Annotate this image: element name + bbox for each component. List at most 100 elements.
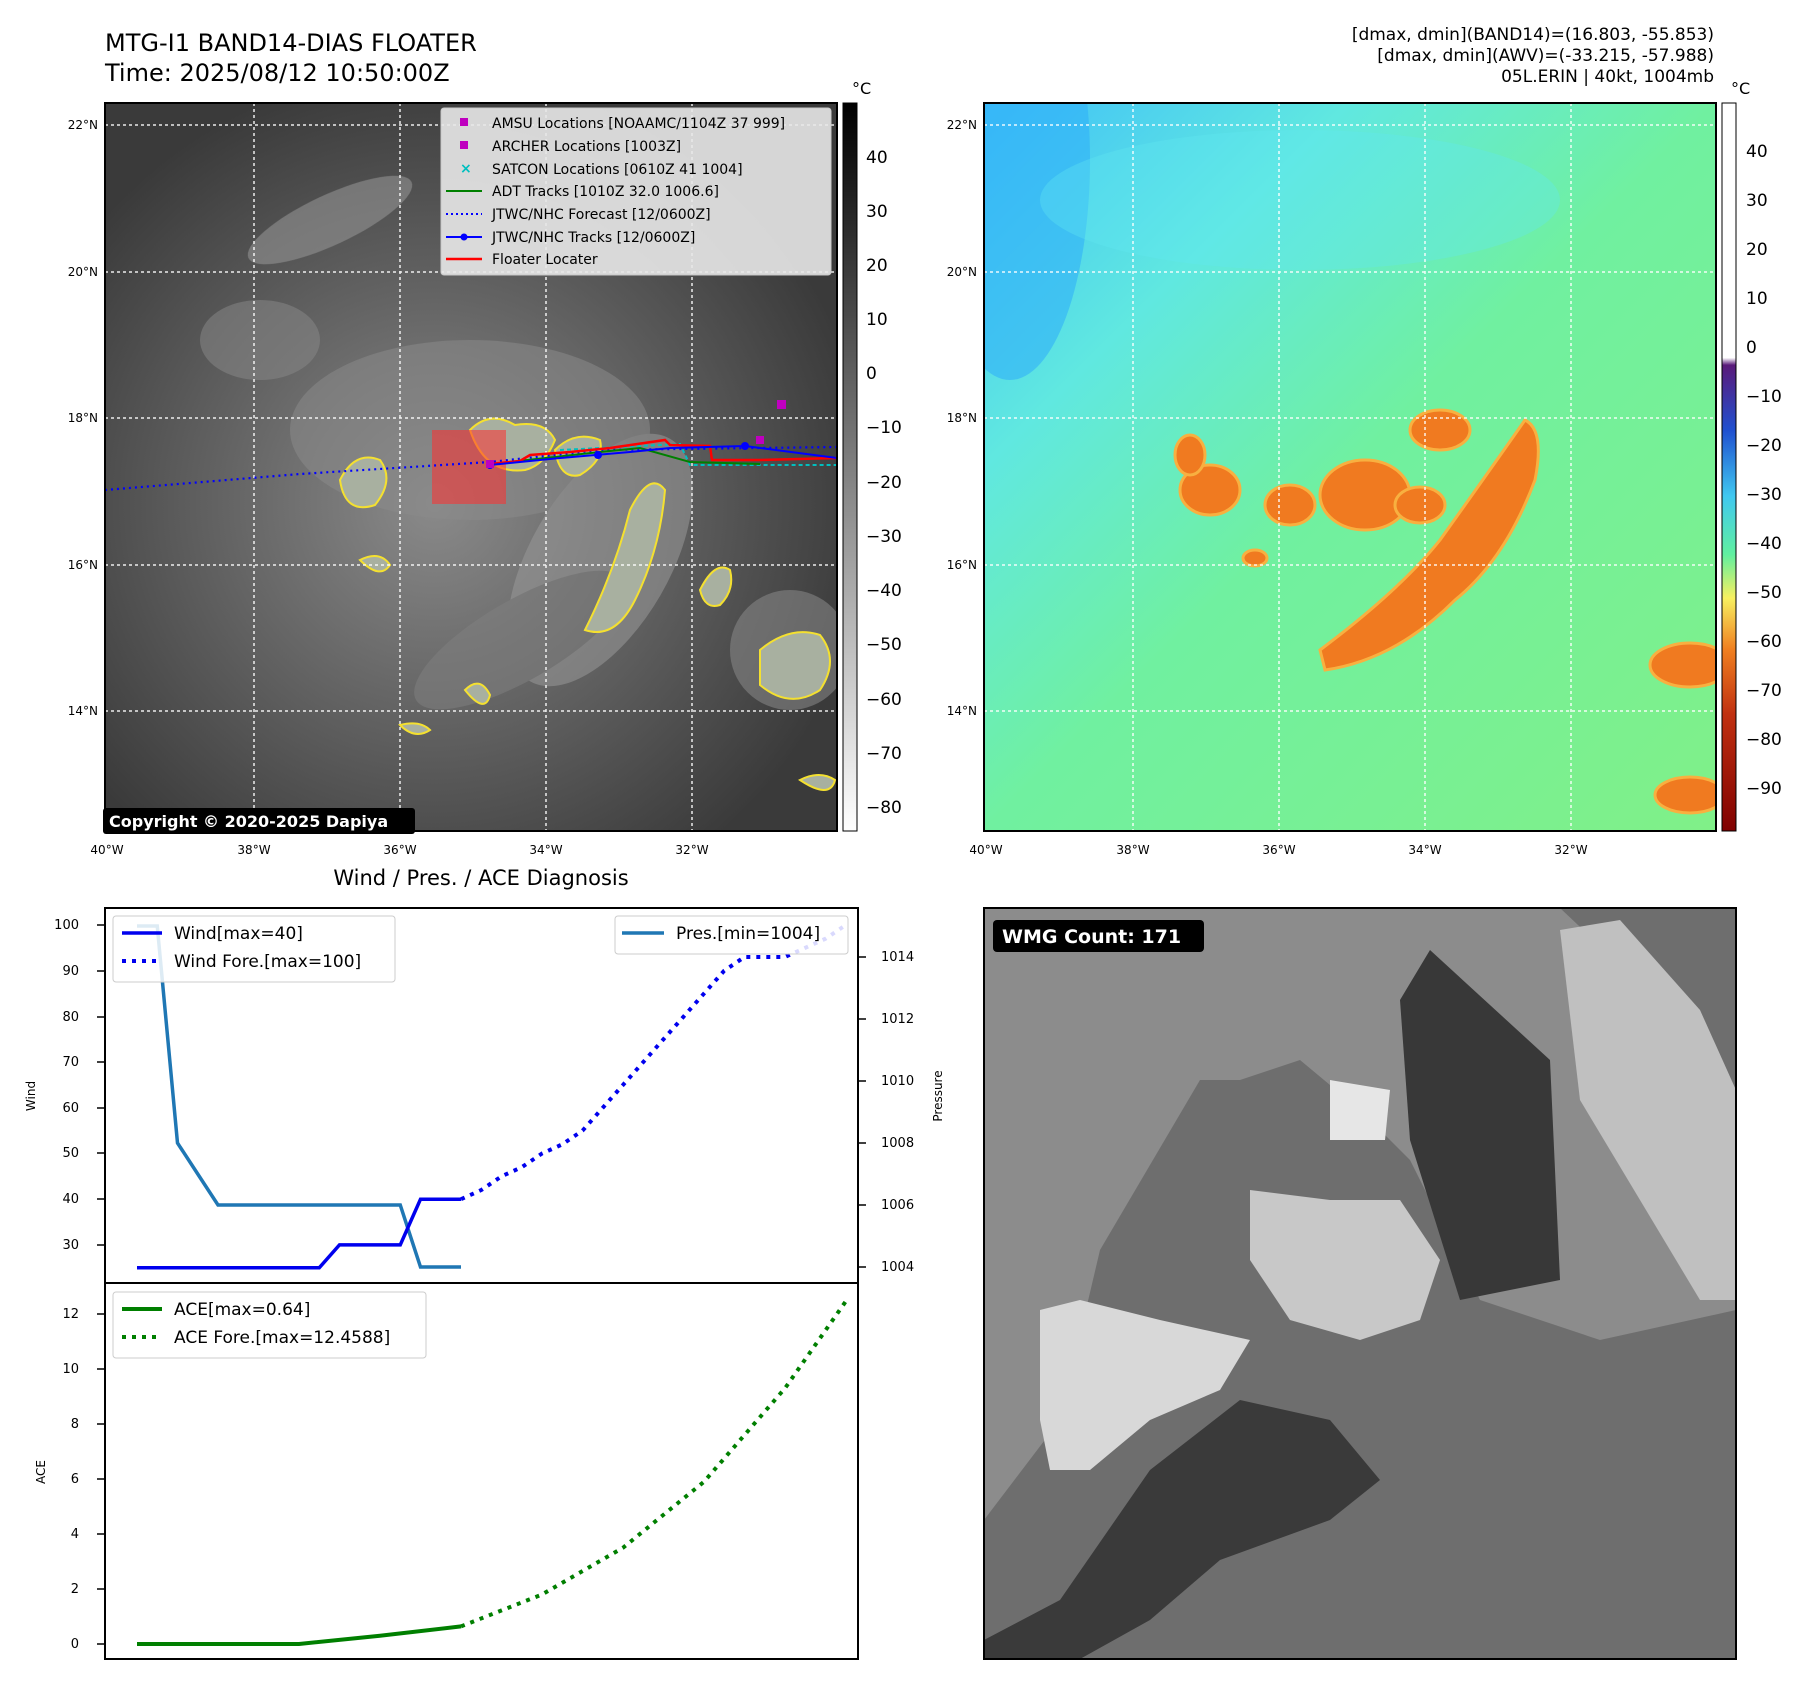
pressure-legend: Pres.[min=1004] — [614, 915, 849, 955]
awv-grid — [984, 103, 1716, 831]
svg-text:32°W: 32°W — [1554, 843, 1587, 857]
wmg-count-text: WMG Count: 171 — [1002, 926, 1181, 948]
svg-text:0: 0 — [1746, 338, 1757, 358]
svg-text:30: 30 — [1746, 191, 1768, 211]
svg-text:−70: −70 — [1746, 681, 1782, 701]
svg-text:16°N: 16°N — [947, 558, 977, 572]
svg-text:34°W: 34°W — [529, 843, 562, 857]
legend-ace-label: ACE[max=0.64] — [174, 1300, 310, 1320]
wind-legend: Wind[max=40] Wind Fore.[max=100] — [112, 915, 396, 983]
svg-text:20: 20 — [1746, 240, 1768, 260]
svg-text:22°N: 22°N — [947, 118, 977, 132]
svg-text:8: 8 — [71, 1417, 79, 1432]
wmg-dark-band — [1400, 950, 1560, 1300]
svg-text:2: 2 — [71, 1582, 79, 1597]
info-line-2: [dmax, dmin](AWV)=(-33.215, -57.988) — [1377, 46, 1714, 66]
svg-text:18°N: 18°N — [947, 411, 977, 425]
svg-text:40°W: 40°W — [90, 843, 123, 857]
svg-text:34°W: 34°W — [1408, 843, 1441, 857]
wind-ticks — [97, 924, 105, 1246]
svg-text:30: 30 — [866, 202, 888, 222]
amsu-point — [777, 400, 786, 409]
awv-lon-labels: 40°W 38°W 36°W 34°W 32°W — [969, 843, 1587, 857]
info-line-1: [dmax, dmin](BAND14)=(16.803, -55.853) — [1352, 25, 1714, 45]
ir-colorbar: °C 40 30 20 10 0 −10 −20 −30 −40 −50 −60… — [842, 79, 902, 832]
svg-text:22°N: 22°N — [68, 118, 98, 132]
wind-tick-labels: 100 90 80 70 60 50 40 30 — [54, 918, 79, 1253]
svg-text:14°N: 14°N — [947, 704, 977, 718]
svg-text:−50: −50 — [866, 635, 902, 655]
awv-colorbar: °C 40 30 20 10 0 −10 −20 −30 −40 −50 −60… — [1721, 79, 1782, 832]
legend-satcon-marker: × — [460, 161, 472, 177]
svg-text:−10: −10 — [1746, 387, 1782, 407]
wmg-dark-lower — [984, 1400, 1380, 1659]
copyright-text: Copyright © 2020-2025 Dapiya — [109, 812, 388, 831]
svg-text:−50: −50 — [1746, 583, 1782, 603]
svg-text:100: 100 — [54, 918, 79, 933]
svg-text:40°W: 40°W — [969, 843, 1002, 857]
legend-floater-label: Floater Locater — [492, 252, 598, 268]
svg-text:40: 40 — [866, 148, 888, 168]
awv-lat-labels: 22°N 20°N 18°N 16°N 14°N — [947, 118, 977, 718]
svg-text:−60: −60 — [1746, 632, 1782, 652]
svg-text:14°N: 14°N — [68, 704, 98, 718]
svg-text:1004: 1004 — [881, 1260, 914, 1275]
wind-axis-label: Wind — [24, 1081, 38, 1111]
legend-track-label: JTWC/NHC Tracks [12/0600Z] — [491, 230, 695, 246]
ir-copyright-badge: Copyright © 2020-2025 Dapiya — [103, 808, 415, 834]
adt-track — [499, 446, 761, 465]
awv-map-panel: 22°N 20°N 18°N 16°N 14°N 40°W 38°W 36°W … — [947, 79, 1782, 857]
ace-tick-labels: 12 10 8 6 4 2 0 — [62, 1307, 79, 1652]
diagnosis-panel: Wind / Pres. / ACE Diagnosis Wind Pressu… — [24, 866, 945, 1660]
legend-amsu-label: AMSU Locations [NOAAMC/1104Z 37 999] — [492, 116, 785, 132]
svg-text:4: 4 — [71, 1527, 79, 1542]
svg-text:1006: 1006 — [881, 1198, 914, 1213]
legend-satcon-label: SATCON Locations [0610Z 41 1004] — [492, 162, 743, 178]
svg-text:60: 60 — [62, 1101, 79, 1116]
legend-pres-label: Pres.[min=1004] — [676, 924, 820, 944]
info-line-3: 05L.ERIN | 40kt, 1004mb — [1501, 67, 1714, 87]
svg-text:50: 50 — [62, 1146, 79, 1161]
ace-ticks — [97, 1313, 105, 1645]
svg-text:−60: −60 — [866, 690, 902, 710]
svg-text:1012: 1012 — [881, 1012, 914, 1027]
ir-lat-labels: 22°N 20°N 18°N 16°N 14°N — [68, 118, 98, 718]
floater-box — [432, 430, 506, 504]
svg-text:70: 70 — [62, 1055, 79, 1070]
svg-text:20: 20 — [866, 256, 888, 276]
svg-text:0: 0 — [866, 364, 877, 384]
floater-locater-track — [489, 438, 837, 466]
figure-time: Time: 2025/08/12 10:50:00Z — [104, 59, 450, 87]
wmg-light-patch — [1330, 1080, 1390, 1140]
ace-axis-label: ACE — [34, 1460, 48, 1484]
svg-text:80: 80 — [62, 1010, 79, 1025]
jtwc-track — [489, 444, 837, 466]
legend-wind-fore-label: Wind Fore.[max=100] — [174, 952, 361, 972]
svg-text:−90: −90 — [1746, 779, 1782, 799]
diagnosis-title: Wind / Pres. / ACE Diagnosis — [333, 866, 628, 890]
svg-text:0: 0 — [71, 1637, 79, 1652]
legend-wind-label: Wind[max=40] — [174, 924, 303, 944]
ir-frame — [104, 102, 838, 832]
wmg-bright-center — [1250, 1190, 1440, 1340]
pressure-axis-label: Pressure — [931, 1070, 945, 1121]
ir-colorbar-unit: °C — [852, 79, 871, 98]
svg-text:1010: 1010 — [881, 1074, 914, 1089]
wmg-bright-right — [1560, 920, 1736, 1300]
legend-amsu-marker — [460, 118, 468, 126]
svg-text:10: 10 — [866, 310, 888, 330]
legend-ace-fore-label: ACE Fore.[max=12.4588] — [174, 1328, 390, 1348]
svg-text:10: 10 — [62, 1362, 79, 1377]
svg-text:−80: −80 — [1746, 730, 1782, 750]
svg-text:10: 10 — [1746, 289, 1768, 309]
ir-map-panel: AMSU Locations [NOAAMC/1104Z 37 999] ARC… — [68, 79, 902, 857]
ace-forecast-series-line — [460, 1300, 848, 1629]
svg-text:16°N: 16°N — [68, 558, 98, 572]
ace-legend: ACE[max=0.64] ACE Fore.[max=12.4588] — [112, 1291, 427, 1359]
wmg-bright-left — [1040, 1300, 1250, 1470]
svg-text:38°W: 38°W — [237, 843, 270, 857]
svg-text:40: 40 — [1746, 142, 1768, 162]
figure-title: MTG-I1 BAND14-DIAS FLOATER — [105, 29, 477, 57]
archer-points — [486, 436, 764, 468]
